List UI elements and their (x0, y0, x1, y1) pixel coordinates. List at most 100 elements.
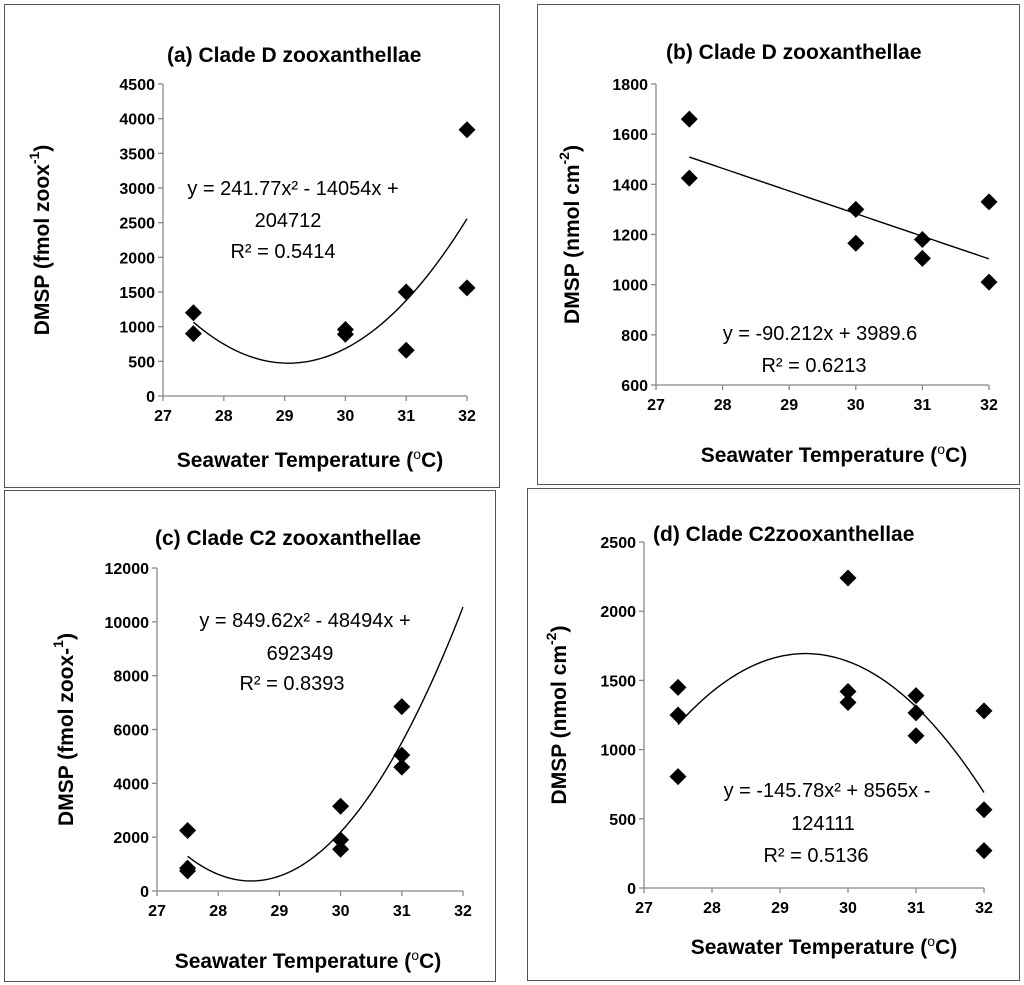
data-point (975, 702, 993, 720)
equation-line-2: 204712 (255, 210, 322, 232)
data-point (336, 325, 354, 343)
y-axis-label: DMSP (nmol cm-2) (556, 145, 584, 324)
x-tick-label: 29 (271, 903, 289, 920)
chart-c: (c) Clade C2 zooxanthellae 0 2000 4000 6000 8… (50, 527, 472, 973)
y-axis-label: DMSP (fmol zoox-1) (50, 633, 78, 826)
x-tick-label: 27 (647, 397, 665, 414)
data-point (907, 687, 925, 705)
chart-title: (c) Clade C2 zooxanthellae (155, 527, 421, 550)
data-point (332, 840, 350, 858)
y-tick-label: 4000 (113, 776, 149, 793)
equation-line-2: 692349 (267, 643, 334, 665)
y-tick-label: 0 (146, 389, 155, 406)
panel-b: (b) Clade D zooxanthellae 600 800 1000 1200 1… (537, 4, 1020, 485)
trendline (689, 156, 990, 260)
y-tick-label: 1500 (119, 285, 155, 302)
x-tick-label: 30 (332, 903, 350, 920)
data-point (980, 273, 998, 291)
data-point (680, 169, 698, 187)
y-tick-label: 600 (621, 378, 648, 395)
y-tick-label: 2500 (600, 535, 636, 552)
y-tick-label: 2000 (600, 604, 636, 621)
y-tick-label: 1000 (600, 743, 636, 760)
r-squared: R² = 0.6213 (761, 355, 866, 377)
x-tick-label: 32 (458, 408, 476, 425)
r-squared: R² = 0.8393 (239, 673, 344, 695)
data-point (393, 698, 411, 716)
y-tick-label: 500 (128, 354, 155, 371)
x-tick-label: 32 (975, 900, 993, 917)
trendline (192, 218, 468, 364)
chart-a: (a) Clade D zooxanthellae 0 500 1000 1500 200… (26, 44, 476, 472)
equation-line-1: y = 849.62x² - 48494x + (199, 610, 410, 632)
trendline (187, 606, 464, 882)
data-point (393, 758, 411, 776)
r-squared: R² = 0.5136 (763, 845, 868, 867)
y-tick-label: 0 (140, 884, 149, 901)
y-tick-label: 6000 (113, 723, 149, 740)
x-tick-label: 28 (215, 408, 233, 425)
data-point (179, 862, 197, 880)
x-tick-label: 30 (337, 408, 355, 425)
y-tick-label: 4500 (119, 77, 155, 94)
x-tick-label: 32 (980, 397, 998, 414)
data-point (184, 304, 202, 322)
y-tick-label: 1600 (612, 127, 648, 144)
x-tick-label: 31 (393, 903, 411, 920)
data-point (179, 821, 197, 839)
r-squared: R² = 0.5414 (230, 241, 335, 263)
data-point (913, 249, 931, 267)
data-point (839, 682, 857, 700)
data-point (332, 831, 350, 849)
equation-line-1: y = 241.77x² - 14054x + (187, 178, 398, 200)
data-point (913, 231, 931, 249)
data-point (839, 569, 857, 587)
data-point (669, 706, 687, 724)
data-point (669, 678, 687, 696)
panel-c: (c) Clade C2 zooxanthellae 0 2000 4000 6000 8… (4, 490, 496, 982)
y-tick-label: 1800 (612, 77, 648, 94)
y-tick-label: 4000 (119, 112, 155, 129)
data-point (907, 727, 925, 745)
x-axis-label: Seawater Temperature (oC) (177, 446, 444, 472)
chart-b: (b) Clade D zooxanthellae 600 800 1000 1200 1… (556, 41, 998, 467)
x-axis-label: Seawater Temperature (oC) (175, 947, 442, 973)
data-point (680, 110, 698, 128)
x-tick-label: 31 (907, 900, 925, 917)
x-tick-label: 27 (635, 900, 653, 917)
chart-title: (d) Clade C2zooxanthellae (653, 523, 914, 546)
y-tick-label: 2000 (113, 830, 149, 847)
y-axis-label: DMSP (fmol zoox-1) (26, 145, 54, 336)
x-tick-label: 30 (839, 900, 857, 917)
equation-line-1: y = -145.78x² + 8565x - (724, 780, 931, 802)
data-point (458, 121, 476, 139)
y-tick-label: 3000 (119, 181, 155, 198)
data-point (975, 801, 993, 819)
x-axis-label: Seawater Temperature (oC) (691, 933, 958, 959)
data-point (332, 797, 350, 815)
data-point (907, 704, 925, 722)
x-tick-label: 30 (847, 397, 865, 414)
x-axis-label: Seawater Temperature (oC) (701, 441, 968, 467)
data-point (669, 768, 687, 786)
y-axis-label: DMSP (nmol cm-2) (543, 626, 571, 805)
data-point (847, 200, 865, 218)
y-tick-label: 0 (627, 881, 636, 898)
x-tick-label: 29 (276, 408, 294, 425)
y-tick-label: 2000 (119, 250, 155, 267)
data-point (839, 694, 857, 712)
data-point (397, 283, 415, 301)
x-tick-label: 27 (148, 903, 166, 920)
equation-line-1: y = -90.212x + 3989.6 (723, 323, 918, 345)
x-tick-label: 28 (703, 900, 721, 917)
y-tick-label: 1400 (612, 177, 648, 194)
x-tick-label: 27 (154, 408, 172, 425)
x-tick-label: 31 (914, 397, 932, 414)
y-tick-label: 3500 (119, 146, 155, 163)
y-tick-label: 1500 (600, 673, 636, 690)
data-point (847, 234, 865, 252)
x-tick-label: 29 (771, 900, 789, 917)
y-tick-label: 1200 (612, 228, 648, 245)
y-tick-label: 10000 (105, 615, 150, 632)
data-point (184, 325, 202, 343)
